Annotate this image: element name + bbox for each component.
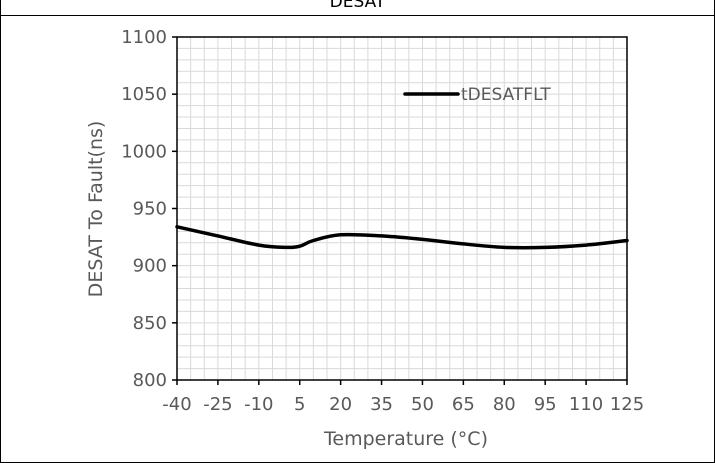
figure-caption-clipped: DESAT [0, 0, 715, 14]
gridlines [176, 36, 628, 381]
figure-caption-text: DESAT [329, 0, 386, 12]
x-tick-label: 20 [329, 394, 352, 415]
x-tick-label: 95 [534, 394, 557, 415]
legend: tDESATFLT [403, 85, 551, 105]
x-tick-label: -25 [203, 394, 232, 415]
y-tick-label: 1000 [121, 141, 167, 162]
x-tick-label: 110 [569, 394, 603, 415]
x-tick-label: 35 [370, 394, 393, 415]
legend-label: tDESATFLT [461, 85, 551, 105]
y-tick-label: 850 [133, 313, 167, 334]
x-tick-label: 5 [294, 394, 305, 415]
x-tick-label: -40 [162, 394, 191, 415]
y-tick-labels: 800 850 900 950 1000 1050 1100 [121, 27, 167, 391]
top-rule [0, 15, 715, 16]
y-tick-label: 1100 [121, 27, 167, 48]
series-lines [175, 225, 629, 250]
x-tick-labels: -40 -25 -10 5 20 35 50 65 80 95 110 125 [162, 394, 644, 415]
y-tick-label: 950 [133, 199, 167, 220]
x-tick-label: 80 [493, 394, 516, 415]
x-tick-label: 50 [411, 394, 434, 415]
y-tick-label: 1050 [121, 84, 167, 105]
x-tick-label: 125 [610, 394, 644, 415]
axes [172, 36, 628, 385]
y-tick-label: 900 [133, 256, 167, 277]
x-tick-label: -10 [244, 394, 273, 415]
x-axis-label: Temperature (°C) [323, 428, 488, 450]
y-tick-label: 800 [133, 370, 167, 391]
x-tick-label: 65 [452, 394, 475, 415]
y-axis-label: DESAT To Fault(ns) [85, 121, 107, 298]
series-line-tDESATFLT [175, 225, 629, 250]
